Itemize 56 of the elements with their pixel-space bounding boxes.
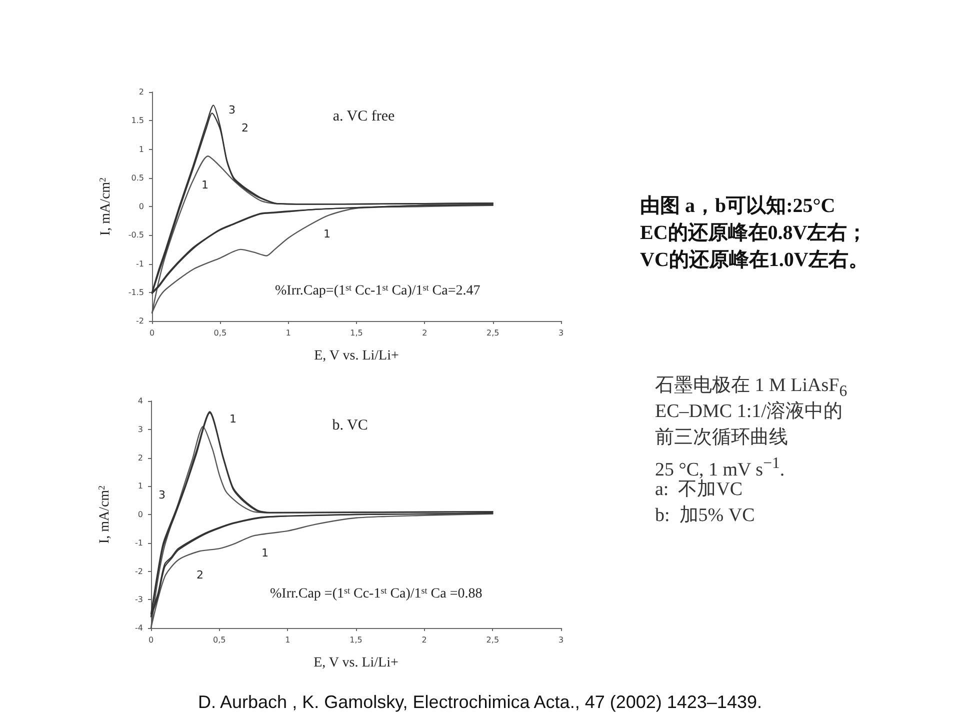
y-tick-label: -4 [135,624,143,632]
x-tick-label: 1 [286,328,291,338]
text: 25 °C, 1 mV s$^{−1}$. [655,454,785,480]
x-tick-label: 2,5 [486,328,500,338]
text: a: 不加VC [655,478,743,502]
text: EC–DMC 1:1/溶液中的 [655,400,842,424]
text: D. Aurbach , K. Gamolsky, Electrochimica Acta., 47 (2002) 1423–1439. [197,691,763,714]
x-tick-label: 1,5 [350,636,362,644]
x-tick-label: 0,5 [212,636,226,644]
x-tick-label: 0 [149,328,155,338]
y-tick-label: 2 [138,453,143,462]
y-axis-title: I, mA/cm2 [98,177,114,236]
x-tick-label: 1 [285,636,290,644]
y-tick-label: -1.5 [128,288,144,297]
text: a. VC free [332,108,395,124]
y-tick-label: 1 [138,144,144,154]
text: VC的还原峰在1.0V左右。 [640,248,868,273]
annotation: 1 [324,228,330,240]
x-axis-title: E, V vs. Li/Li+ [314,656,398,670]
y-tick-label: -1 [136,259,144,268]
annotation: 2 [242,122,248,134]
x-tick-label: 3 [558,328,564,338]
y-tick-label: 1.5 [131,116,144,126]
y-tick-label: 2 [138,88,144,96]
y-tick-label: -2 [135,566,143,576]
x-tick-label: 2 [422,328,428,338]
text: EC的还原峰在0.8V左右； [640,221,868,246]
y-tick-label: -0.5 [128,230,144,240]
x-tick-label: 2 [422,636,427,644]
annotation: 1 [202,178,208,192]
x-tick-label: 3 [558,636,564,644]
x-tick-label: 0,5 [214,328,227,338]
text: b: 加5% VC [655,504,755,528]
y-tick-label: 0.5 [131,173,144,182]
text: 由图 a，b可以知:25°C [640,194,836,219]
y-tick-label: -2 [136,316,144,326]
y-tick-label: 0 [138,202,144,211]
y-axis-title: I, mA/cm2 [96,485,112,544]
y-tick-label: 1 [138,482,143,491]
text: 石墨电极在 1 M LiAsF$_{6}$ [655,375,848,400]
y-tick-label: 3 [138,424,143,434]
annotation: 1 [262,546,268,560]
x-tick-label: 1,5 [350,328,363,338]
x-axis-title: E, V vs. Li/Li+ [314,348,399,364]
annotation: 3 [228,104,236,116]
annotation: 2 [196,568,204,582]
x-tick-label: 2,5 [486,636,500,644]
text: 前三次循环曲线 [655,426,788,450]
y-tick-label: -3 [135,595,143,604]
text: b. VC [332,418,368,434]
annotation: 1 [230,412,236,426]
y-tick-label: 4 [138,396,143,406]
annotation: 3 [158,488,166,502]
x-tick-label: 0 [148,636,154,644]
y-tick-label: 0 [138,510,143,519]
y-tick-label: -1 [135,538,143,548]
